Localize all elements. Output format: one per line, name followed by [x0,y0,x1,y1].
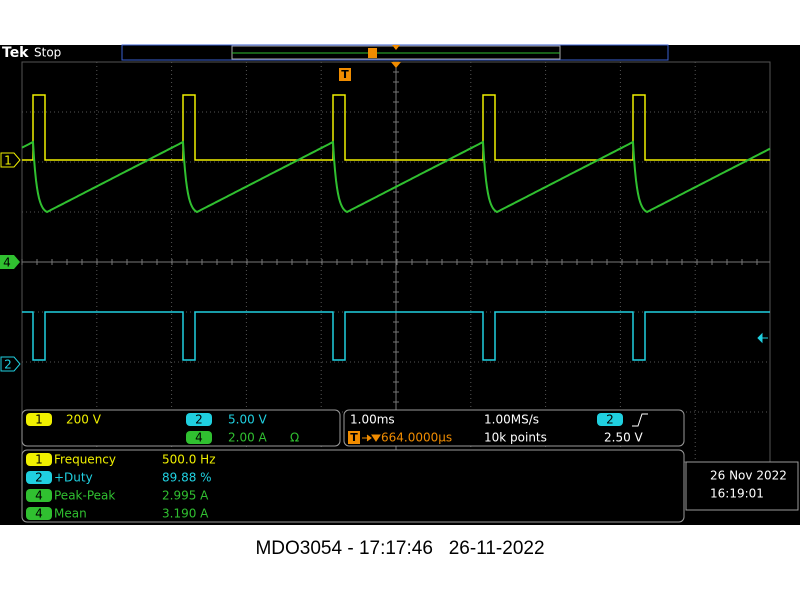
ch2-scale: 5.00 V [228,413,268,427]
meas-value: 3.190 A [162,507,209,521]
trigger-source: 2 [606,413,614,427]
meas-value: 2.995 A [162,489,209,503]
ch2-badge [186,413,212,426]
trigger-badge [339,68,351,81]
meas-badge [26,489,52,502]
trigger-slope [632,413,648,427]
meas-name: Peak-Peak [54,489,115,503]
ch1-label: 1 [35,413,43,427]
ch1-scale: 200 V [66,413,102,427]
run-status: Stop [34,46,61,60]
record-length: 10k points [484,431,547,445]
meas-value: 89.88 % [162,471,212,485]
brand: Tek [2,45,29,61]
ch2-marker: 2 [4,358,12,372]
meas-channel: 4 [35,489,43,503]
meas-channel: 4 [35,507,43,521]
meas-value: 500.0 Hz [162,453,216,467]
ch1-trace [22,94,770,161]
meas-badge [26,471,52,484]
trigger-level-marker [757,332,768,344]
time-per-div: 1.00ms [350,413,395,427]
measurements: 1 Frequency 500.0 Hz 2 +Duty 89.88 % 4 Peak-Pea… [26,453,216,521]
meas-badge [26,507,52,520]
meas-name: Mean [54,507,87,521]
ch4-trace [21,140,771,214]
ch4-scale: 2.00 A [228,431,268,445]
trigger-level: 2.50 V [604,431,644,445]
ch4-unit: Ω [290,431,299,445]
delay-badge [348,431,360,444]
trigger-position [391,62,401,68]
delay: 664.0000µs [381,431,452,445]
ch4-marker-shape [0,255,20,269]
meas-badge [26,453,52,466]
vertical-panel [21,409,341,447]
trigger-source-badge [597,413,623,426]
ch2-trace [22,311,770,361]
meas-channel: 2 [35,471,43,485]
delay-icon: T [350,431,358,444]
ch2-label: 2 [195,413,203,427]
measurement-panel [21,449,685,523]
meas-channel: 1 [35,453,43,467]
date: 26 Nov 2022 [710,469,787,483]
footer: MDO3054 - 17:17:46 26-11-2022 [255,538,544,559]
ch4-badge [186,431,212,444]
sample-rate: 1.00MS/s [484,413,539,427]
trigger-marker: T [341,68,349,81]
meas-name: Frequency [54,453,116,467]
ch4-marker: 4 [3,256,11,270]
ch1-badge [26,413,52,426]
ch2-marker-shape [0,356,21,372]
delay-arrows [362,434,381,442]
record-trigger [368,48,377,58]
time: 16:19:01 [710,487,764,501]
datetime-panel [685,461,799,511]
ch4-label: 4 [195,431,203,445]
meas-name: +Duty [54,471,93,485]
ch1-marker: 1 [4,154,12,168]
record-position [392,45,400,50]
ch1-marker-shape [0,152,21,168]
